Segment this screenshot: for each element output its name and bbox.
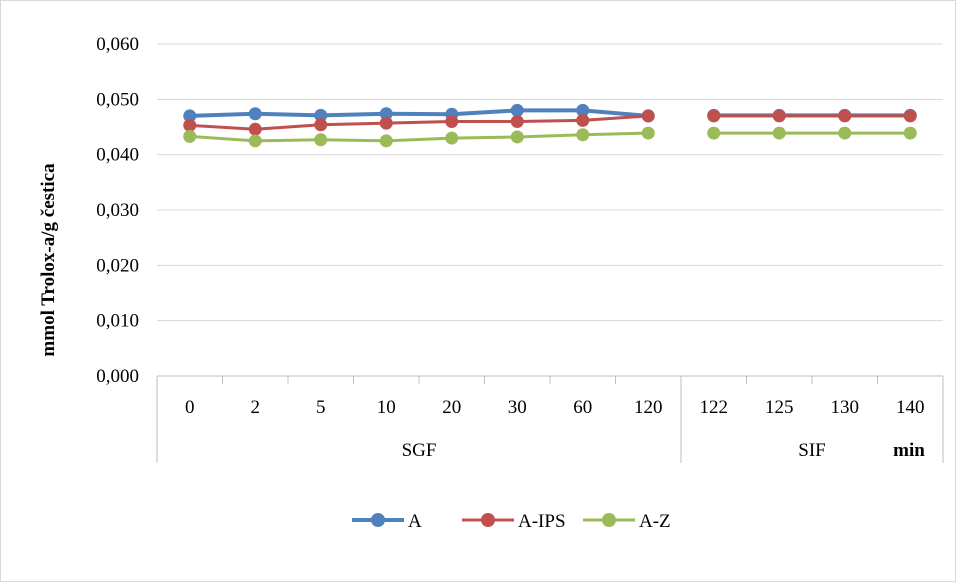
x-tick-label: 122: [700, 397, 729, 418]
axes: [156, 375, 944, 463]
x-tick-label: 20: [442, 397, 461, 418]
data-point: [379, 134, 393, 148]
data-point: [183, 109, 197, 123]
x-tick-label: 130: [831, 397, 860, 418]
data-point: [903, 126, 917, 140]
x-tick-label: 125: [765, 397, 794, 418]
y-tick-label: 0,040: [96, 145, 139, 166]
data-point: [576, 103, 590, 117]
data-point: [576, 113, 590, 127]
group-label: SIF: [798, 440, 825, 461]
y-tick-label: 0,010: [96, 311, 139, 332]
data-point: [314, 118, 328, 132]
y-tick-label: 0,020: [96, 255, 139, 276]
data-point: [248, 107, 262, 121]
series-line: [189, 108, 649, 118]
x-tick-label: 0: [185, 397, 195, 418]
data-point: [314, 133, 328, 147]
data-point: [314, 108, 328, 122]
data-point: [183, 129, 197, 143]
series-a-z: [183, 126, 917, 148]
data-point: [510, 114, 524, 128]
legend-item: A-IPS: [462, 511, 566, 532]
data-point: [838, 109, 852, 123]
y-tick-label: 0,000: [96, 366, 139, 387]
x-tick-label: 30: [508, 397, 527, 418]
legend-item: A-Z: [583, 511, 671, 532]
data-point: [838, 126, 852, 140]
y-tick-label: 0,050: [96, 89, 139, 110]
legend-marker: [602, 513, 616, 527]
x-tick-label: 5: [316, 397, 326, 418]
x-tick-label: 120: [634, 397, 663, 418]
legend-marker: [371, 513, 385, 527]
y-tick-label: 0,060: [96, 34, 139, 55]
data-point: [248, 134, 262, 148]
legend-marker: [481, 513, 495, 527]
legend-label: A: [408, 511, 422, 532]
data-point: [510, 103, 524, 117]
data-point: [641, 109, 655, 123]
data-point: [772, 126, 786, 140]
series-line: [189, 131, 649, 143]
y-tick-label: 0,030: [96, 200, 139, 221]
x-tick-label: 60: [573, 397, 592, 418]
data-point: [772, 109, 786, 123]
data-point: [445, 131, 459, 145]
x-tick-label: 140: [896, 397, 925, 418]
y-axis-title: mmol Trolox-a/g čestica: [38, 163, 59, 357]
x-tick-label: 2: [251, 397, 261, 418]
series-line: [189, 114, 649, 131]
labels: mmol Trolox-a/g čestica min 0,000 0,010 0,…: [38, 34, 925, 461]
data-point: [248, 122, 262, 136]
legend: A A-IPS A-Z: [352, 511, 671, 532]
data-point: [445, 114, 459, 128]
data-point: [641, 126, 655, 140]
data-point: [707, 126, 721, 140]
data-point: [510, 130, 524, 144]
data-point: [379, 107, 393, 121]
data-point: [707, 109, 721, 123]
x-axis-unit: min: [893, 440, 925, 461]
data-point: [903, 109, 917, 123]
data-point: [183, 118, 197, 132]
group-label: SGF: [402, 440, 437, 461]
x-tick-label: 10: [377, 397, 396, 418]
series-a-ips: [183, 109, 917, 136]
series: [183, 103, 917, 148]
data-point: [576, 128, 590, 142]
legend-label: A-Z: [639, 511, 671, 532]
gridlines: [157, 43, 943, 322]
legend-item: A: [352, 511, 422, 532]
data-point: [379, 116, 393, 130]
legend-label: A-IPS: [518, 511, 566, 532]
